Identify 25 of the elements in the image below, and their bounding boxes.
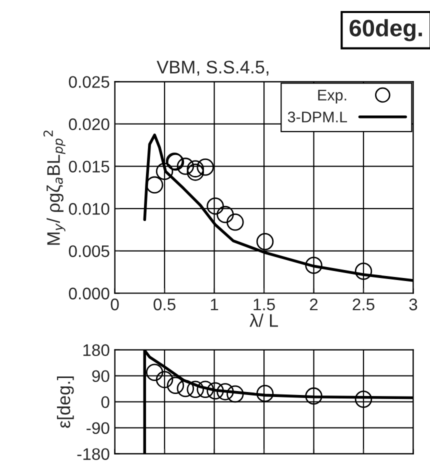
y-tick-label: 0.005 <box>68 245 110 258</box>
y-tick-label: 0.015 <box>68 160 110 172</box>
legend-label: 3-DPM.L <box>288 112 348 122</box>
x-axis-title: λ/ L <box>250 314 278 327</box>
x-tick-label: 2 <box>310 298 318 310</box>
x-tick-label: 3 <box>409 298 418 310</box>
y-tick-label: 90 <box>92 370 110 382</box>
y-tick-label: 0.025 <box>68 76 110 88</box>
y-tick-label: 0.010 <box>68 203 110 215</box>
x-tick-label: 1 <box>210 298 218 310</box>
chart-title: VBM, S.S.4.5, <box>156 60 268 76</box>
y-axis-title: ε[deg.] <box>56 376 74 428</box>
y-tick-label: 180 <box>83 344 110 356</box>
x-tick-label: 2.5 <box>352 298 374 310</box>
x-tick-label: 0.5 <box>154 298 176 310</box>
y-tick-label: 0.020 <box>68 118 110 130</box>
text: 60deg. <box>350 19 422 42</box>
y-tick-label: -180 <box>77 448 110 460</box>
x-tick-label: 0 <box>110 298 119 310</box>
y-tick-label: 0.000 <box>68 288 110 300</box>
y-tick-label: 0 <box>101 396 110 408</box>
y-tick-label: -90 <box>86 422 110 434</box>
legend-label: Exp. <box>318 90 346 104</box>
x-tick-label: 1.5 <box>254 298 275 310</box>
y-axis-title: M$_{y}$/ ρgζ$_{a}$BL$_{pp}$$^{2}$ <box>43 130 66 245</box>
